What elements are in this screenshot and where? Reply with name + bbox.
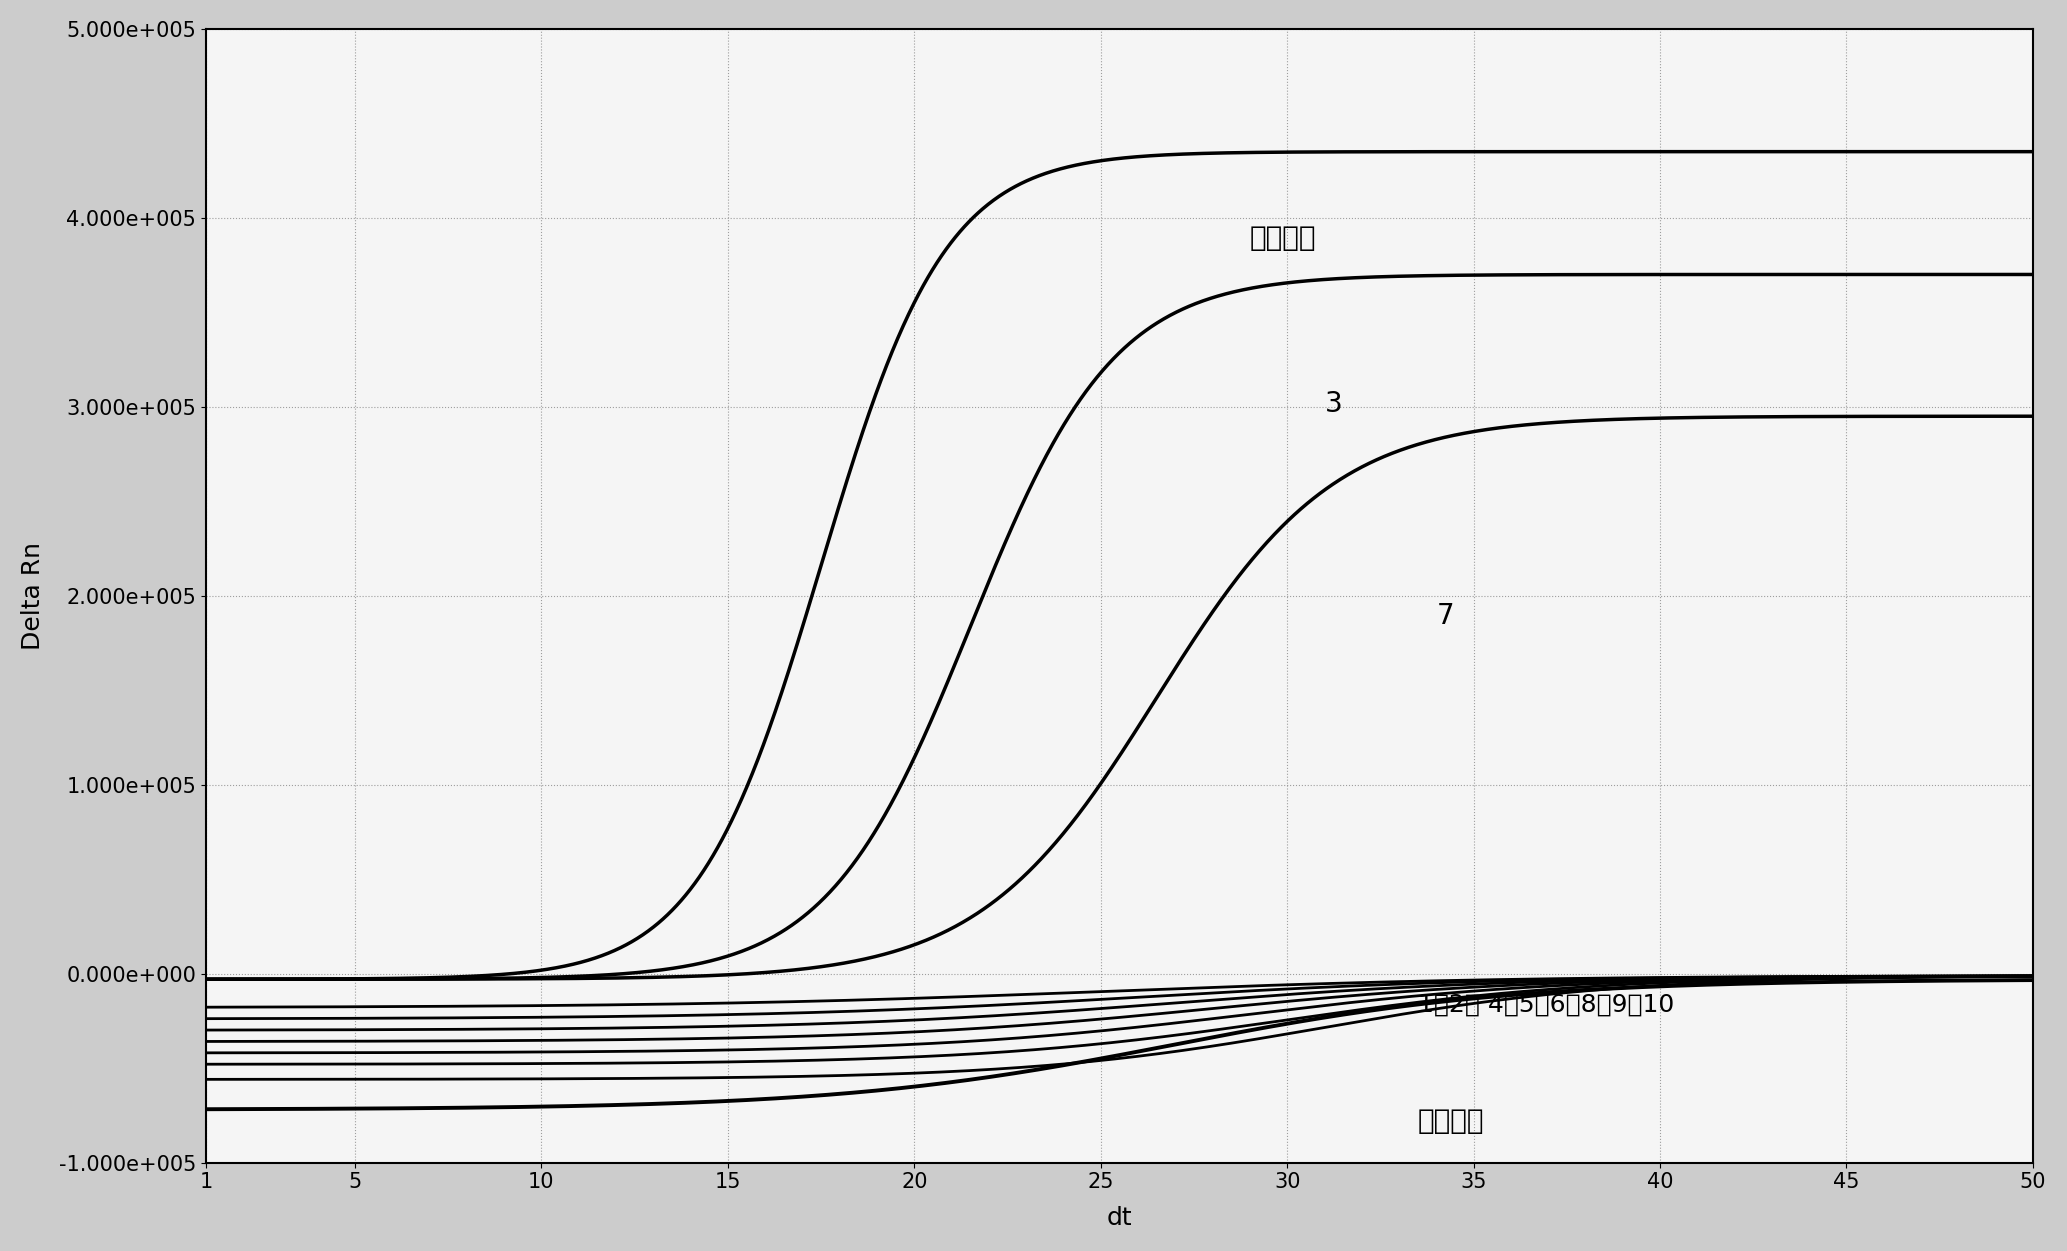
Text: 阴性对照: 阴性对照	[1418, 1107, 1484, 1135]
Text: 3: 3	[1325, 390, 1341, 418]
Text: 7: 7	[1437, 602, 1453, 631]
Y-axis label: Delta Rn: Delta Rn	[21, 542, 45, 649]
X-axis label: dt: dt	[1106, 1206, 1133, 1230]
Text: 1、2、 4、5、6、8、9、10: 1、2、 4、5、6、8、9、10	[1418, 992, 1674, 1016]
Text: 阳性对照: 阳性对照	[1251, 224, 1317, 253]
